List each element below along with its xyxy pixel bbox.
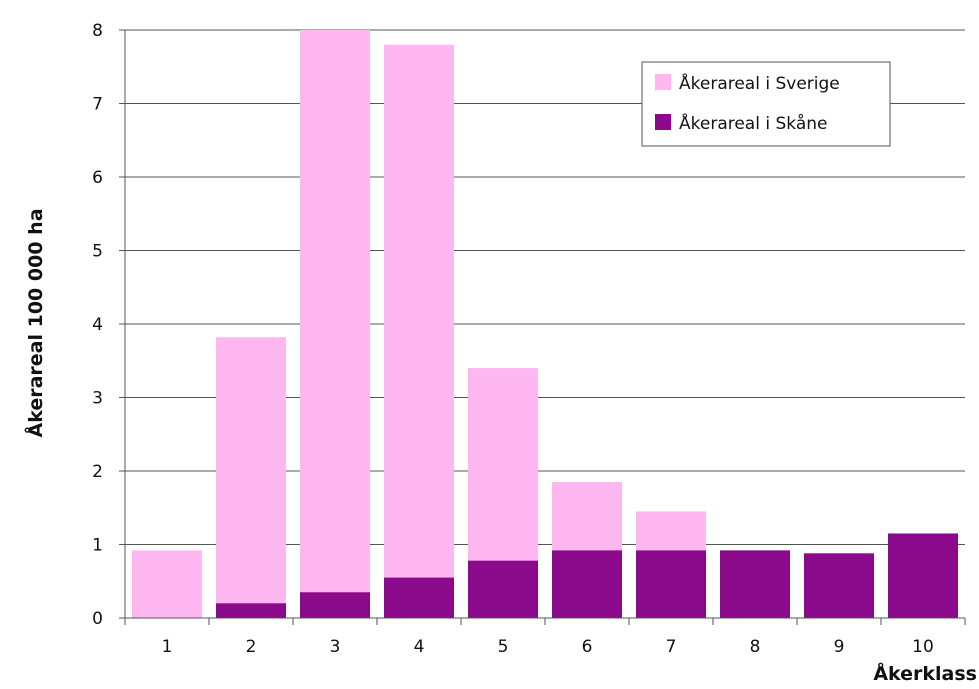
bar-skane [720,550,790,618]
legend: Åkerareal i Sverige Åkerareal i Skåne [641,61,891,147]
legend-swatch-sverige [655,74,671,90]
bar-skane [384,577,454,618]
x-tick-label: 9 [834,637,845,657]
x-tick-label: 8 [750,637,761,657]
x-axis-title: Åkerklass [873,661,977,685]
y-axis-ticks: 0 1 2 3 4 5 6 7 8 [92,21,125,629]
bar-skane [552,550,622,618]
y-tick-label: 0 [92,609,103,629]
x-tick-label: 5 [498,637,509,657]
bar-sverige [384,44,454,618]
y-tick-label: 8 [92,21,103,41]
bar-skane [468,560,538,618]
x-tick-label: 2 [246,637,257,657]
y-tick-label: 2 [92,462,103,482]
y-tick-label: 5 [92,242,103,262]
legend-label-sverige: Åkerareal i Sverige [679,72,840,94]
bar-skane [804,553,874,618]
x-tick-label: 6 [582,637,593,657]
legend-box [641,61,891,147]
bars [132,30,958,618]
x-tick-label: 1 [162,637,173,657]
y-tick-label: 6 [92,168,103,188]
x-tick-label: 7 [666,637,677,657]
legend-label-skane: Åkerareal i Skåne [679,112,827,134]
x-tick-label: 3 [330,637,341,657]
y-tick-label: 3 [92,389,103,409]
bar-skane [888,533,958,618]
bar-sverige [216,337,286,618]
y-tick-label: 4 [92,315,103,335]
x-tick-label: 4 [414,637,425,657]
x-axis-ticks: 1 2 3 4 5 6 7 8 9 10 [124,618,966,657]
bar-skane [300,592,370,618]
bar-skane [636,550,706,618]
legend-swatch-skane [655,114,671,130]
y-tick-label: 7 [92,95,103,115]
bar-sverige [132,550,202,618]
x-tick-label: 10 [912,637,934,657]
y-tick-label: 1 [92,536,103,556]
y-axis-title: Åkerareal 100 000 ha [23,208,47,437]
bar-sverige [300,30,370,618]
bar-skane [216,603,286,618]
